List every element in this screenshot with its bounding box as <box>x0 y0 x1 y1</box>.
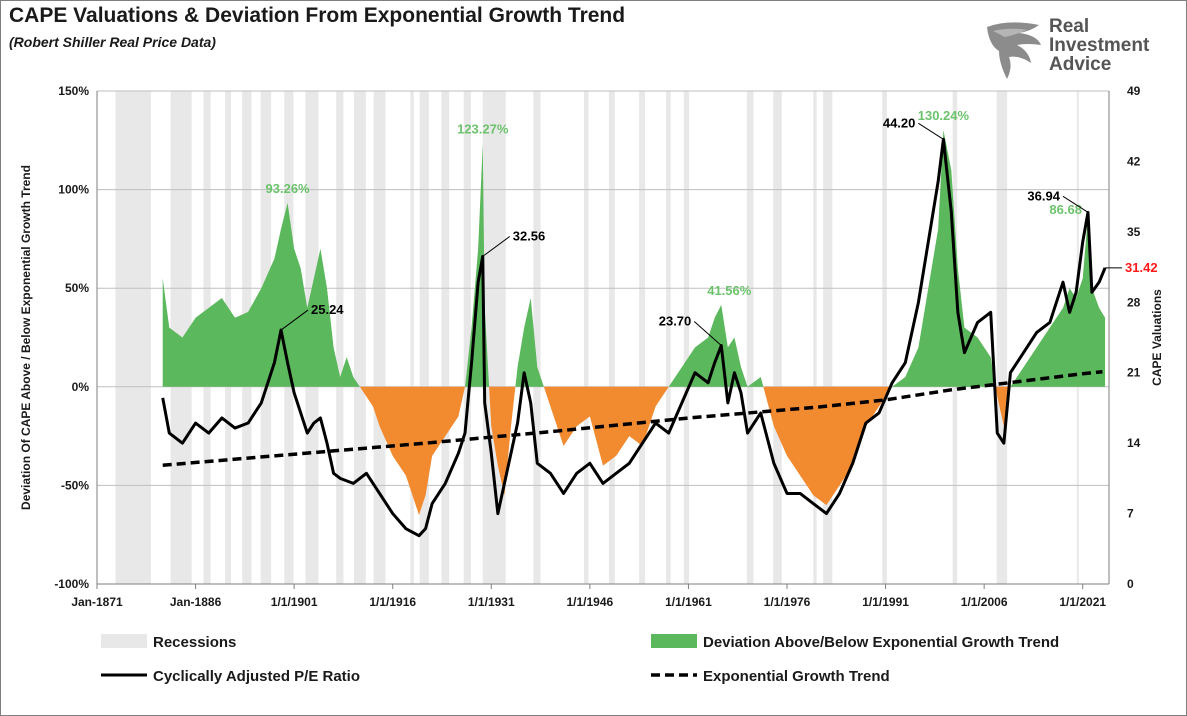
deviation-below-area <box>359 386 465 515</box>
brand-line-3: Advice <box>1049 54 1112 75</box>
deviation-below-area <box>763 386 893 506</box>
legend-swatch-recession <box>101 634 147 648</box>
recession-band <box>823 91 833 584</box>
annotation-leader <box>280 309 309 331</box>
right-tick-label: 21 <box>1127 366 1141 380</box>
recession-band <box>463 91 471 584</box>
deviation-above-area <box>747 376 764 387</box>
annotation-label: 31.42 <box>1125 260 1158 275</box>
recession-band <box>441 91 450 584</box>
recession-band <box>336 91 344 584</box>
annotation-leader <box>482 236 511 257</box>
recession-band <box>583 91 589 584</box>
left-tick-label: -100% <box>54 577 89 591</box>
deviation-above-area <box>668 304 748 387</box>
recession-band <box>533 91 541 584</box>
recession-band <box>683 91 690 584</box>
deviation-above-area <box>162 202 360 387</box>
left-tick-label: -50% <box>61 478 89 492</box>
right-tick-label: 35 <box>1127 225 1141 239</box>
annotation-label: 86.68 <box>1049 202 1082 217</box>
recession-band <box>410 91 414 584</box>
recession-band <box>996 91 1008 584</box>
x-tick-label: 1/1/2021 <box>1059 595 1106 609</box>
annotation-label: 36.94 <box>1027 188 1060 203</box>
chart-title: CAPE Valuations & Deviation From Exponen… <box>9 4 626 27</box>
cape-line <box>161 137 1107 538</box>
x-tick-label: 1/1/1961 <box>665 595 712 609</box>
annotation-label: 123.27% <box>457 122 509 137</box>
legend-label: Deviation Above/Below Exponential Growth… <box>703 634 1059 651</box>
deviation-area <box>162 129 1106 515</box>
trend-line-group <box>162 369 1103 468</box>
right-tick-label: 28 <box>1127 295 1141 309</box>
recession-band <box>373 91 386 584</box>
right-tick-label: 14 <box>1127 436 1141 450</box>
cape-line-group <box>161 137 1107 538</box>
annotation-label: 23.70 <box>659 314 692 329</box>
deviation-above-area <box>892 129 996 387</box>
chart-subtitle: (Robert Shiller Real Price Data) <box>9 34 216 50</box>
x-tick-label: 1/1/1991 <box>862 595 909 609</box>
recession-band <box>115 91 151 584</box>
brand-line-1: Real <box>1049 16 1090 37</box>
recession-band <box>882 91 887 584</box>
x-tick-label: 1/1/1976 <box>764 595 811 609</box>
left-tick-label: 50% <box>65 281 89 295</box>
trend-line <box>162 369 1103 468</box>
annotation-leader <box>918 122 944 140</box>
recession-band <box>746 91 754 584</box>
legend-swatch-deviation <box>651 634 697 648</box>
deviation-above-area <box>1010 215 1106 387</box>
recession-band <box>773 91 782 584</box>
x-tick-label: 1/1/2006 <box>961 595 1008 609</box>
left-tick-label: 0% <box>72 380 90 394</box>
brand-line-2: Investment <box>1049 35 1150 56</box>
eagle-head-icon <box>987 22 1041 79</box>
recession-band <box>353 91 366 584</box>
x-tick-label: Jan-1886 <box>170 595 222 609</box>
recession-band <box>639 91 646 584</box>
deviation-above-area <box>515 298 544 387</box>
legend-label: Cyclically Adjusted P/E Ratio <box>153 668 360 685</box>
axes: -100% -50% 0% 50% 100% 150% 0 7 14 21 28 35 42 49 Jan-… <box>19 84 1164 609</box>
x-tick-label: 1/1/1931 <box>468 595 515 609</box>
x-tick-label: 1/1/1946 <box>566 595 613 609</box>
x-tick-label: 1/1/1916 <box>369 595 416 609</box>
right-axis-title: CAPE Valuations <box>1150 289 1164 386</box>
left-tick-label: 150% <box>58 84 89 98</box>
legend: Recessions Deviation Above/Below Exponent… <box>101 634 1059 685</box>
brand-logo-text: Real Investment Advice <box>1049 17 1149 74</box>
recession-band <box>608 91 615 584</box>
legend-label: Exponential Growth Trend <box>703 668 890 685</box>
annotation-label: 32.56 <box>513 228 546 243</box>
annotation-label: 41.56% <box>707 283 752 298</box>
annotation-label: 25.24 <box>311 302 344 317</box>
right-tick-label: 0 <box>1127 577 1134 591</box>
annotation-label: 130.24% <box>918 108 970 123</box>
annotations: 93.26% 123.27% 41.56% 130.24% 86.68 25.24 32.5… <box>266 108 1158 346</box>
left-axis-title: Deviation Of CAPE Above / Below Exponent… <box>19 165 33 510</box>
left-tick-label: 100% <box>58 183 89 197</box>
annotation-leader <box>1062 195 1089 213</box>
deviation-below-area <box>543 386 669 466</box>
annotation-label: 44.20 <box>883 115 916 130</box>
annotation-leader <box>693 321 722 346</box>
right-tick-label: 7 <box>1127 507 1134 521</box>
right-tick-label: 42 <box>1127 154 1141 168</box>
annotation-label: 93.26% <box>266 181 311 196</box>
legend-label: Recessions <box>153 634 236 651</box>
recession-band <box>419 91 429 584</box>
right-tick-label: 49 <box>1127 84 1141 98</box>
x-tick-label: 1/1/1901 <box>271 595 318 609</box>
x-tick-label: Jan-1871 <box>71 595 123 609</box>
deviation-below-area <box>489 386 516 496</box>
recession-band <box>813 91 817 584</box>
recession-band <box>666 91 671 584</box>
